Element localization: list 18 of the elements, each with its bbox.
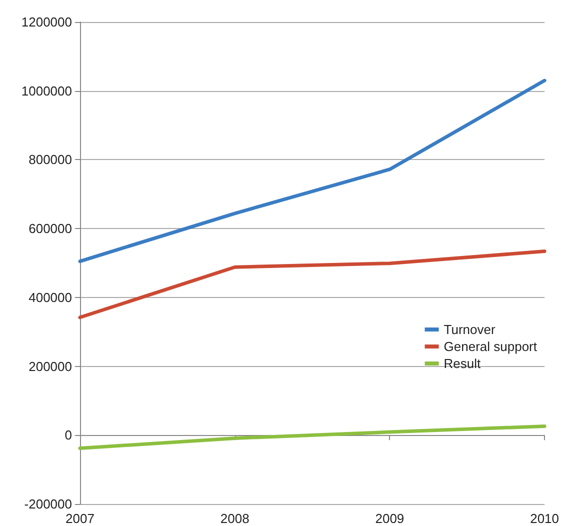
y-tick-label: 600000 [28, 221, 72, 236]
legend-label: Turnover [444, 322, 496, 337]
x-tick-label: 2008 [220, 511, 250, 526]
y-tick-label: -200000 [24, 496, 72, 512]
legend-label: General support [444, 339, 538, 354]
x-tick-label: 2009 [375, 511, 404, 526]
x-tick-label: 2007 [66, 511, 94, 526]
y-tick-label: 400000 [28, 290, 72, 305]
y-tick-label: 1000000 [21, 83, 72, 98]
line-series [78, 250, 546, 320]
y-tick-label: 1200000 [21, 14, 72, 30]
y-tick-label: 0 [64, 428, 72, 443]
x-tick-label: 2010 [530, 511, 559, 526]
legend-label: Result [444, 356, 482, 371]
y-tick-label: 800000 [28, 152, 72, 168]
y-tick-label: 200000 [28, 358, 72, 374]
line-series [78, 78, 546, 264]
line-series [78, 424, 546, 450]
